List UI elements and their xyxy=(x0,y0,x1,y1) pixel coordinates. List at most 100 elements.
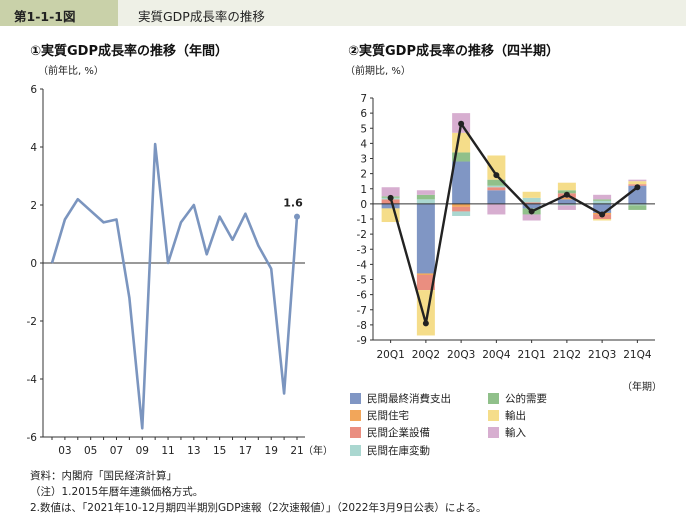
bar-segment xyxy=(628,203,647,206)
bar-segment xyxy=(487,187,506,191)
bar-segment xyxy=(487,155,506,180)
x-tick-label: 21 xyxy=(290,445,303,457)
bar-segment xyxy=(416,194,435,200)
legend-swatch xyxy=(488,393,499,404)
legend-item-consumption: 民間最終消費支出 xyxy=(350,391,451,406)
y-tick-label: -6 xyxy=(27,432,38,444)
total-growth-marker xyxy=(634,184,641,191)
x-tick-label: 05 xyxy=(84,445,97,457)
legend-swatch xyxy=(350,427,361,438)
x-tick-label: 17 xyxy=(239,445,252,457)
legend-item-housing: 民間住宅 xyxy=(350,408,409,423)
bar-segment xyxy=(487,179,506,186)
figure-label: 第1-1-1図 xyxy=(14,9,76,24)
bar-segment xyxy=(522,191,541,198)
legend-label: 輸出 xyxy=(505,410,526,422)
y-tick-label: 2 xyxy=(360,169,367,181)
x-tick-label: 21Q1 xyxy=(517,349,545,361)
quarterly-chart-title: ②実質GDP成長率の推移（四半期） xyxy=(348,44,559,59)
last-value-label: 1.6 xyxy=(283,197,303,210)
legend-swatch xyxy=(488,410,499,421)
y-tick-label: 6 xyxy=(360,108,367,120)
bar-segment xyxy=(381,203,400,209)
legend-label: 民間在庫変動 xyxy=(367,445,430,457)
x-tick-label: 21Q3 xyxy=(588,349,616,361)
bar-segment xyxy=(522,214,541,221)
bar-segment xyxy=(593,200,612,204)
y-tick-label: -9 xyxy=(357,335,367,347)
legend-swatch xyxy=(488,427,499,438)
legend-item-imports: 輸入 xyxy=(488,425,526,440)
y-axis-label: （前期比, %） xyxy=(345,64,411,77)
total-growth-marker xyxy=(563,191,570,198)
bar-segment xyxy=(416,274,435,291)
total-growth-marker xyxy=(422,320,429,327)
x-tick-label: 21Q4 xyxy=(623,349,652,361)
bar-segment xyxy=(593,199,612,201)
bar-segment xyxy=(452,211,471,216)
legend-item-public: 公的需要 xyxy=(488,391,547,406)
bar-segment xyxy=(452,206,471,212)
bar-segment xyxy=(452,132,471,153)
bar-segment xyxy=(628,205,647,210)
x-tick-label: 15 xyxy=(213,445,226,457)
bar-segment xyxy=(557,190,576,194)
y-tick-label: -2 xyxy=(27,316,37,328)
bar-segment xyxy=(416,273,435,275)
x-tick-label: 19 xyxy=(265,445,278,457)
bar-segment xyxy=(487,203,506,215)
total-growth-line xyxy=(389,122,639,325)
y-axis-label: （前年比, %） xyxy=(38,64,104,77)
bar-segment xyxy=(452,203,471,207)
bar-segment xyxy=(557,182,576,191)
y-tick-label: -7 xyxy=(357,305,367,317)
total-growth-marker xyxy=(458,120,465,127)
bar-segment xyxy=(593,219,612,221)
annual-growth-line xyxy=(50,142,299,430)
bar-segment xyxy=(416,190,435,195)
y-tick-label: 2 xyxy=(30,200,37,212)
bar-segment xyxy=(381,187,400,197)
legend-label: 輸入 xyxy=(505,427,526,439)
x-axis-unit: （年期） xyxy=(622,380,662,393)
figure-tag xyxy=(0,0,118,26)
y-tick-label: 6 xyxy=(30,84,37,96)
bar-segment xyxy=(628,181,647,185)
y-tick-label: -5 xyxy=(357,275,367,287)
bar-segment xyxy=(557,199,576,204)
total-growth-marker xyxy=(528,208,535,215)
bar-segment xyxy=(452,152,471,162)
y-tick-label: -3 xyxy=(357,244,367,256)
bar-segment xyxy=(593,194,612,200)
last-point-marker xyxy=(294,213,300,220)
total-growth-marker xyxy=(493,172,500,179)
legend-swatch xyxy=(350,410,361,421)
legend-item-investment: 民間企業設備 xyxy=(350,425,430,440)
x-tick-label: 20Q1 xyxy=(376,349,404,361)
bar-segment xyxy=(416,203,435,274)
legend-swatch xyxy=(350,445,361,456)
legend-label: 民間住宅 xyxy=(367,410,409,422)
x-tick-label: 07 xyxy=(110,445,123,457)
x-tick-label: 20Q2 xyxy=(412,349,440,361)
x-tick-label: 09 xyxy=(136,445,149,457)
bar-segment xyxy=(557,203,576,206)
x-tick-label: 03 xyxy=(58,445,71,457)
y-tick-label: 4 xyxy=(360,138,367,150)
legend-label: 公的需要 xyxy=(505,393,547,405)
y-tick-label: 5 xyxy=(360,123,367,135)
legend-item-inventory: 民間在庫変動 xyxy=(350,443,430,458)
x-tick-label: 20Q3 xyxy=(447,349,475,361)
bar-segment xyxy=(593,203,612,213)
legend-label: 民間企業設備 xyxy=(367,427,430,439)
y-tick-label: -1 xyxy=(357,214,367,226)
legend-item-exports: 輸出 xyxy=(488,408,526,423)
annual-chart-title: ①実質GDP成長率の推移（年間） xyxy=(30,44,228,59)
bar-segment xyxy=(628,179,647,182)
legend-label: 民間最終消費支出 xyxy=(367,393,451,405)
bar-segment xyxy=(416,199,435,204)
y-tick-label: 3 xyxy=(360,154,367,166)
bar-segment xyxy=(487,185,506,188)
figure-header: 第1-1-1図 実質GDP成長率の推移 xyxy=(0,0,686,26)
